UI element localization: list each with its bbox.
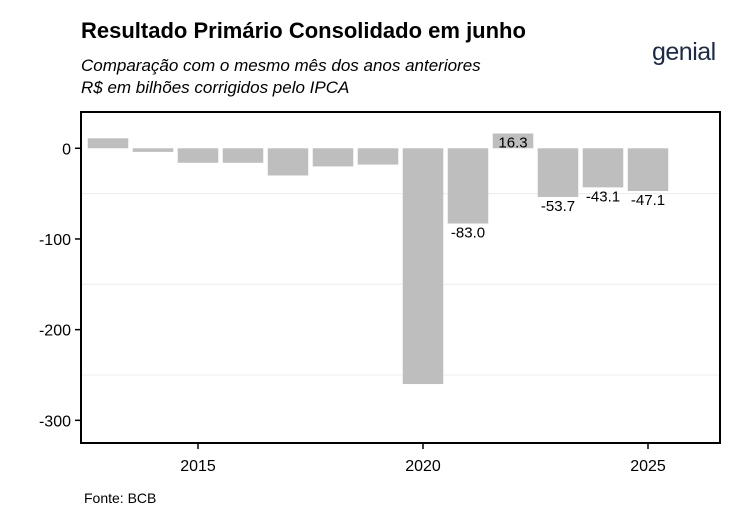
chart-title: Resultado Primário Consolidado em junho	[81, 18, 526, 43]
data-label: 16.3	[498, 134, 527, 151]
bar	[447, 148, 489, 224]
y-tick-label: -300	[39, 413, 71, 430]
bar	[627, 148, 669, 191]
bar	[132, 148, 174, 152]
bar	[177, 148, 219, 163]
source-note: Fonte: BCB	[84, 490, 157, 506]
bars	[87, 133, 669, 385]
plot-frame	[80, 111, 721, 444]
bar	[267, 148, 309, 176]
grid-lines	[81, 193, 720, 376]
bar	[87, 138, 129, 149]
genial-logo: genial	[652, 38, 716, 66]
bar	[312, 148, 354, 167]
axes: 0 -100 -200 -300 2015 2020 2025	[39, 141, 666, 475]
bar	[492, 133, 534, 149]
x-tick-label: 2015	[180, 458, 216, 475]
y-tick-label: -200	[39, 323, 71, 340]
y-tick-label: 0	[62, 141, 71, 158]
x-tick-label: 2025	[630, 458, 666, 475]
data-label: -83.0	[451, 225, 485, 242]
bar	[222, 148, 264, 163]
data-label: -47.1	[631, 192, 665, 209]
bar	[402, 148, 444, 385]
bar	[537, 148, 579, 197]
bar	[582, 148, 624, 188]
y-tick-label: -100	[39, 232, 71, 249]
chart-subtitle: Comparação com o mesmo mês dos anos ante…	[81, 56, 481, 75]
bar	[357, 148, 399, 165]
data-label: -53.7	[541, 198, 575, 215]
data-labels: -83.0 16.3 -53.7 -43.1 -47.1	[451, 134, 665, 241]
x-tick-label: 2020	[405, 458, 441, 475]
data-label: -43.1	[586, 188, 620, 205]
chart-units-subtitle: R$ em bilhões corrigidos pelo IPCA	[81, 78, 350, 97]
